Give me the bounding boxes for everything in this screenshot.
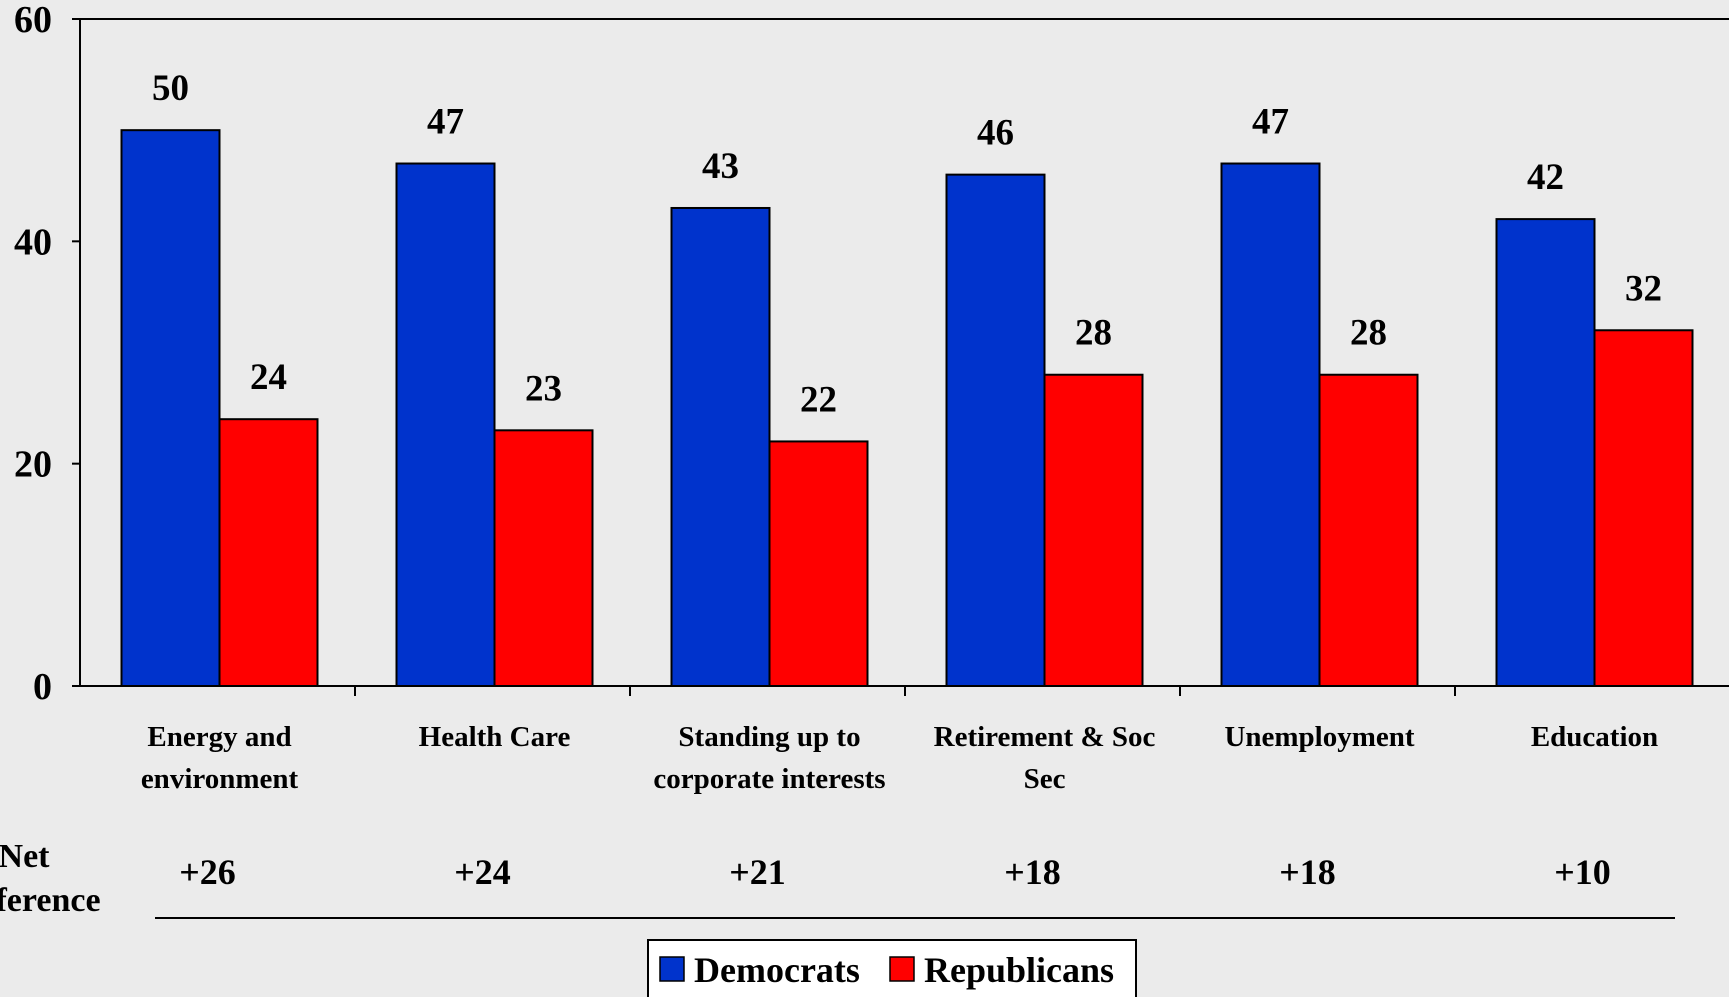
category-label-3-0: Retirement & Soc: [934, 721, 1156, 753]
value-label-republicans-2: 22: [800, 379, 837, 420]
net-difference-value-2: +21: [729, 852, 786, 892]
y-tick-label-60: 60: [14, 0, 52, 41]
legend-swatch-republicans: [889, 956, 915, 982]
category-label-2-1: corporate interests: [653, 763, 885, 795]
category-label-5-0: Education: [1531, 721, 1658, 753]
category-label-2-0: Standing up to: [678, 721, 860, 753]
net-difference-value-4: +18: [1279, 852, 1336, 892]
y-tick-label-40: 40: [14, 221, 52, 263]
legend-swatch-democrats: [659, 956, 685, 982]
value-label-republicans-0: 24: [250, 357, 287, 398]
category-label-4-0: Unemployment: [1224, 721, 1414, 753]
net-difference-value-1: +24: [454, 852, 511, 892]
bar-democrats-3: [945, 173, 1046, 687]
value-label-democrats-0: 50: [152, 68, 189, 109]
y-tick-label-0: 0: [33, 666, 52, 708]
value-label-democrats-4: 47: [1252, 102, 1289, 143]
category-label-0-0: Energy and: [147, 721, 291, 753]
value-label-democrats-1: 47: [427, 102, 464, 143]
value-label-republicans-5: 32: [1625, 268, 1662, 309]
bar-republicans-1: [493, 429, 594, 688]
value-label-democrats-5: 42: [1527, 157, 1564, 198]
bar-democrats-2: [670, 206, 771, 687]
category-label-1-0: Health Care: [419, 721, 571, 753]
value-label-democrats-2: 43: [702, 146, 739, 187]
bar-republicans-3: [1043, 373, 1144, 687]
category-label-0-1: environment: [141, 763, 299, 795]
value-label-republicans-4: 28: [1350, 313, 1387, 354]
bar-republicans-4: [1318, 373, 1419, 687]
net-difference-value-0: +26: [179, 852, 236, 892]
legend-label-democrats: Democrats: [694, 950, 860, 990]
bar-republicans-0: [218, 418, 319, 687]
net-difference-value-5: +10: [1554, 852, 1611, 892]
bar-republicans-2: [768, 440, 869, 687]
net-difference-label-1: ference: [0, 882, 101, 919]
value-label-democrats-3: 46: [977, 113, 1014, 154]
value-label-republicans-1: 23: [525, 368, 562, 409]
value-label-republicans-3: 28: [1075, 313, 1112, 354]
bar-republicans-5: [1593, 329, 1694, 687]
y-tick-label-20: 20: [14, 444, 52, 486]
bar-democrats-0: [120, 129, 221, 687]
bar-democrats-4: [1220, 162, 1321, 687]
legend-label-republicans: Republicans: [924, 950, 1114, 990]
bar-democrats-5: [1495, 218, 1596, 687]
category-label-3-1: Sec: [1024, 763, 1066, 795]
net-difference-label-0: Net: [0, 838, 50, 875]
bar-democrats-1: [395, 162, 496, 687]
net-difference-value-3: +18: [1004, 852, 1061, 892]
